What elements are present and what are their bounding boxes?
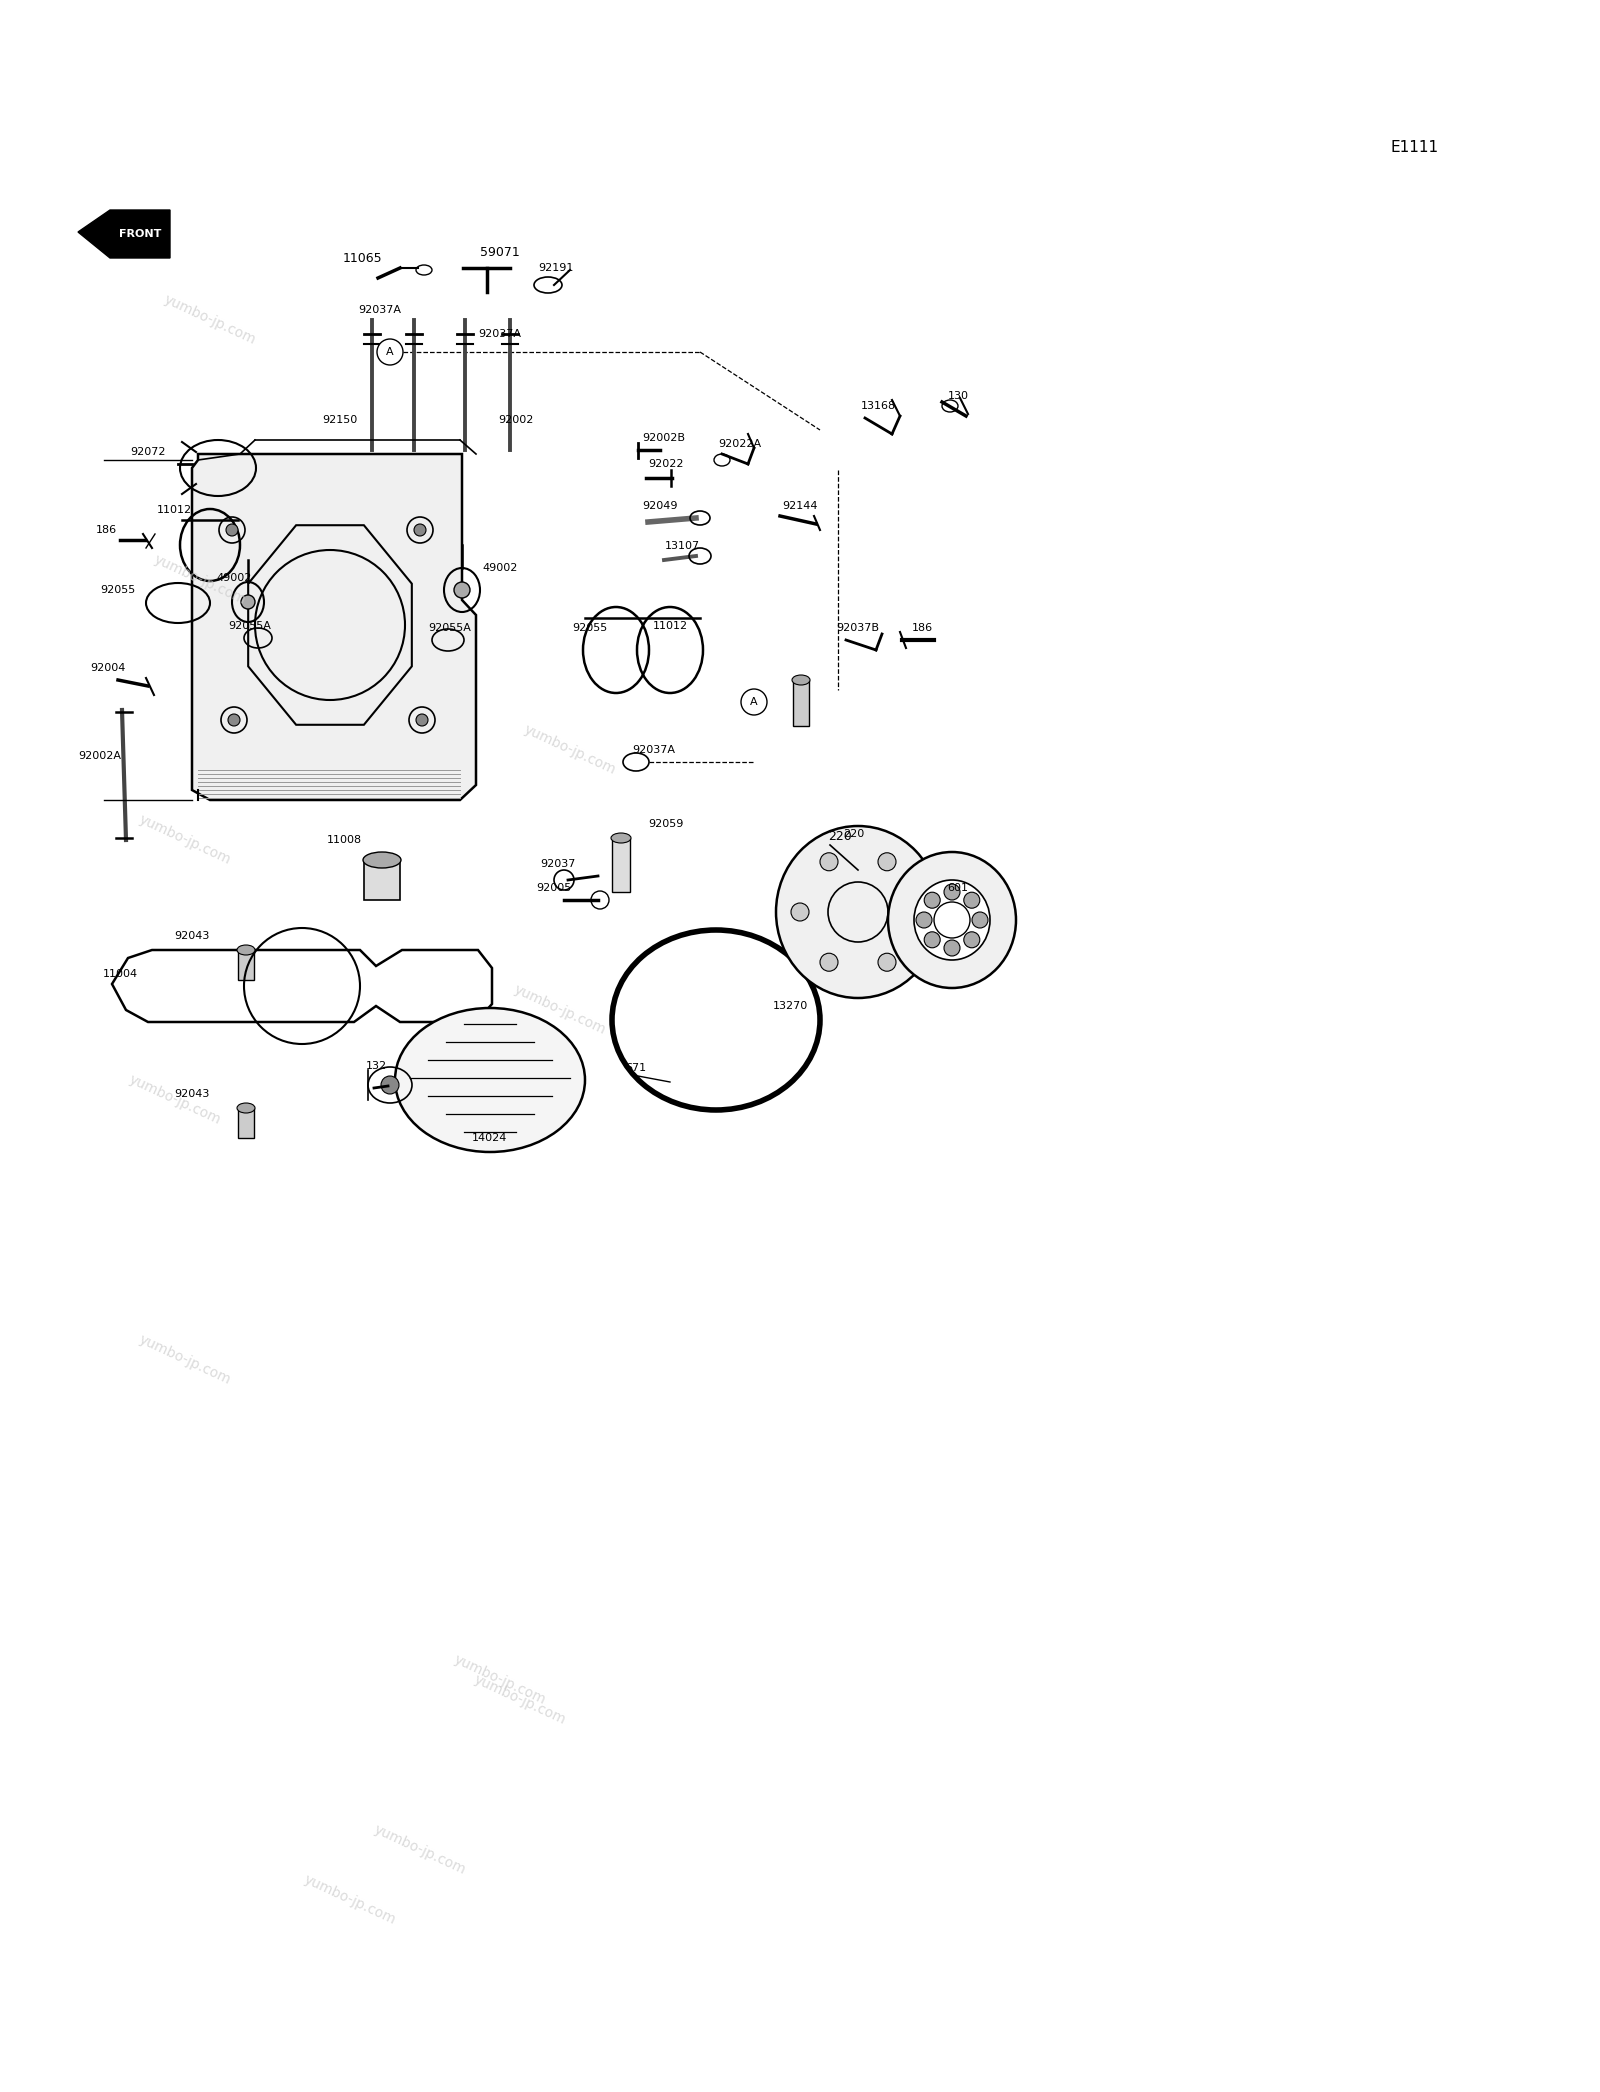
Ellipse shape [963, 891, 979, 908]
Text: 92043: 92043 [174, 1090, 210, 1098]
Circle shape [378, 339, 403, 364]
Bar [238, 1109, 254, 1138]
Text: 49002: 49002 [216, 573, 251, 584]
Text: yumbo-jp.com: yumbo-jp.com [522, 722, 618, 778]
Ellipse shape [792, 676, 810, 684]
Text: 220: 220 [843, 828, 864, 839]
Ellipse shape [944, 885, 960, 900]
Text: A: A [386, 347, 394, 358]
Ellipse shape [237, 1102, 254, 1113]
Text: E1111: E1111 [1390, 140, 1438, 155]
Text: 92144: 92144 [782, 500, 818, 510]
Text: 13107: 13107 [664, 542, 699, 550]
Text: 92043: 92043 [174, 931, 210, 941]
Ellipse shape [414, 523, 426, 536]
Text: 49002: 49002 [482, 563, 518, 573]
Text: yumbo-jp.com: yumbo-jp.com [136, 1333, 234, 1387]
Text: yumbo-jp.com: yumbo-jp.com [371, 1822, 469, 1877]
Ellipse shape [819, 854, 838, 870]
Text: 14024: 14024 [472, 1134, 507, 1142]
Text: yumbo-jp.com: yumbo-jp.com [126, 1073, 224, 1128]
Text: 601: 601 [947, 883, 968, 893]
Text: 11012: 11012 [157, 504, 192, 515]
Bar [611, 839, 630, 891]
Ellipse shape [944, 939, 960, 956]
Text: yumbo-jp.com: yumbo-jp.com [451, 1653, 549, 1707]
Circle shape [741, 688, 766, 715]
Ellipse shape [611, 833, 630, 843]
Text: 92022: 92022 [648, 458, 683, 469]
Text: yumbo-jp.com: yumbo-jp.com [136, 812, 234, 868]
Ellipse shape [363, 851, 402, 868]
Ellipse shape [907, 904, 925, 920]
Text: 13168: 13168 [861, 402, 896, 410]
Ellipse shape [237, 946, 254, 956]
Text: 11012: 11012 [653, 621, 688, 632]
Text: 92049: 92049 [642, 500, 678, 510]
Ellipse shape [915, 912, 931, 929]
Text: 59071: 59071 [480, 245, 520, 259]
Text: 11004: 11004 [102, 969, 138, 979]
Ellipse shape [878, 854, 896, 870]
Text: 92059: 92059 [648, 818, 683, 828]
Text: 92004: 92004 [90, 663, 126, 674]
Ellipse shape [973, 912, 989, 929]
Ellipse shape [226, 523, 238, 536]
Text: A: A [750, 697, 758, 707]
Text: 220: 220 [829, 831, 851, 843]
Ellipse shape [790, 904, 810, 920]
Text: 92055A: 92055A [229, 621, 272, 632]
Text: 92055A: 92055A [429, 623, 472, 634]
Ellipse shape [381, 1075, 398, 1094]
Text: FRONT: FRONT [118, 228, 162, 238]
Text: 92002: 92002 [498, 414, 534, 425]
Ellipse shape [819, 954, 838, 971]
Ellipse shape [888, 851, 1016, 987]
Text: 92055: 92055 [573, 623, 608, 634]
Ellipse shape [395, 1008, 586, 1153]
Text: yumbo-jp.com: yumbo-jp.com [302, 1872, 398, 1927]
Text: 92072: 92072 [130, 448, 166, 456]
Text: 92005: 92005 [536, 883, 571, 893]
Text: 13270: 13270 [773, 1000, 808, 1010]
Ellipse shape [963, 931, 979, 948]
Text: 186: 186 [96, 525, 117, 536]
Ellipse shape [914, 881, 990, 960]
Text: 92055: 92055 [101, 586, 136, 594]
Text: 92002A: 92002A [78, 751, 122, 761]
Text: 11008: 11008 [326, 835, 362, 845]
Ellipse shape [776, 826, 941, 998]
Text: yumbo-jp.com: yumbo-jp.com [472, 1672, 568, 1728]
Text: 186: 186 [912, 623, 933, 634]
Text: 92037B: 92037B [837, 623, 880, 634]
Polygon shape [192, 454, 477, 799]
Ellipse shape [229, 713, 240, 726]
Polygon shape [78, 209, 170, 257]
Text: 132: 132 [365, 1061, 387, 1071]
Ellipse shape [454, 582, 470, 598]
Text: 92150: 92150 [322, 414, 358, 425]
Bar [365, 860, 400, 900]
Text: 92002B: 92002B [643, 433, 685, 444]
Text: yumbo-jp.com: yumbo-jp.com [162, 293, 258, 347]
Text: 11065: 11065 [342, 251, 382, 264]
Text: A: A [386, 347, 394, 358]
Ellipse shape [242, 594, 254, 609]
Text: 92037A: 92037A [632, 745, 675, 755]
Text: yumbo-jp.com: yumbo-jp.com [512, 983, 608, 1038]
Bar [794, 680, 810, 726]
Text: yumbo-jp.com: yumbo-jp.com [152, 552, 248, 607]
Text: 92037A: 92037A [478, 328, 522, 339]
Bar [238, 950, 254, 979]
Ellipse shape [925, 931, 941, 948]
Text: 92037: 92037 [541, 860, 576, 868]
Text: 92037A: 92037A [358, 305, 402, 316]
Text: 671: 671 [626, 1063, 646, 1073]
Ellipse shape [878, 954, 896, 971]
Ellipse shape [416, 713, 429, 726]
Ellipse shape [925, 891, 941, 908]
Text: 92022A: 92022A [718, 439, 762, 450]
Text: 130: 130 [947, 391, 968, 402]
Text: 92191: 92191 [538, 264, 574, 272]
